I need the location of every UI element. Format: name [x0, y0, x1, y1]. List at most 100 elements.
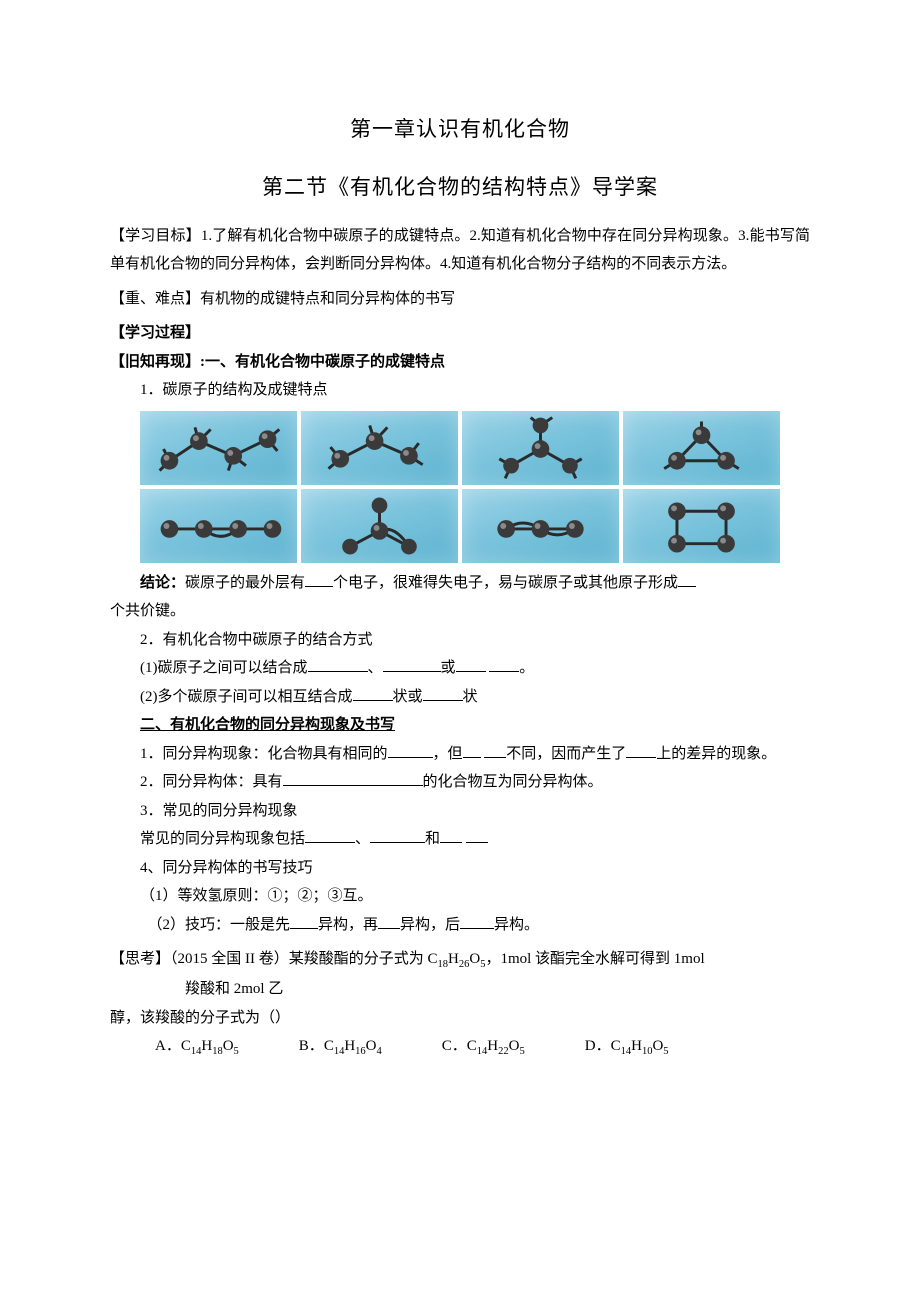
t: 、 — [355, 831, 370, 847]
t: 、 — [368, 660, 383, 676]
blank — [466, 827, 488, 843]
review-heading: 【旧知再现】:一、有机化合物中碳原子的成键特点 — [110, 348, 810, 377]
choice-c: C．C14H22O5 — [442, 1032, 525, 1062]
think-label: 【思考】 — [110, 951, 170, 967]
iso-4-1: （1）等效氢原则：①；②；③互。 — [110, 882, 810, 911]
sub: 5 — [663, 1046, 668, 1057]
conclusion-c: 个共价键。 — [110, 597, 810, 626]
iso-3-detail: 常见的同分异构现象包括、和 — [110, 825, 810, 854]
choice-b: B．C14H16O4 — [299, 1032, 382, 1062]
t: H — [448, 951, 459, 967]
t: 异构，后 — [400, 917, 460, 933]
t: 异构。 — [494, 917, 539, 933]
item-2-1: (1)碳原子之间可以结合成 、 或 。 — [110, 654, 810, 683]
t: ，1mol 该酯完全水解可得到 1mol — [485, 951, 704, 967]
choice-label: B． — [299, 1038, 324, 1054]
sub: 16 — [355, 1046, 366, 1057]
sub: 18 — [212, 1046, 223, 1057]
sub-title: 第二节《有机化合物的结构特点》导学案 — [110, 168, 810, 208]
blank — [383, 656, 441, 672]
iso-4: 4、同分异构体的书写技巧 — [110, 854, 810, 883]
blank — [484, 742, 506, 758]
blank — [305, 827, 355, 843]
main-title: 第一章认识有机化合物 — [110, 110, 810, 150]
sub: 26 — [459, 959, 470, 970]
t: 异构，再 — [318, 917, 378, 933]
section2-title-text: 二、有机化合物的同分异构现象及书写 — [140, 717, 395, 733]
sub: 14 — [477, 1046, 488, 1057]
blank — [378, 913, 400, 929]
blank — [353, 685, 393, 701]
t: 状或 — [393, 689, 423, 705]
t: 状 — [463, 689, 478, 705]
iso-2: 2．同分异构体：具有 的化合物互为同分异构体。 — [110, 768, 810, 797]
molecule-cell — [623, 411, 780, 485]
item-2-2: (2)多个碳原子间可以相互结合成 状或 状 — [110, 683, 810, 712]
blank — [460, 913, 494, 929]
sub: 14 — [621, 1046, 632, 1057]
t: 或 — [441, 660, 456, 676]
t: （2015 全国 II 卷）某羧酸酯的分子式为 C — [170, 951, 438, 967]
molecule-cell — [462, 489, 619, 563]
sub: 14 — [191, 1046, 202, 1057]
think-line3: 醇，该羧酸的分子式为（） — [110, 1004, 810, 1033]
conclusion: 结论：碳原子的最外层有个电子，很难得失电子，易与碳原子或其他原子形成 — [110, 569, 810, 598]
blank — [440, 827, 462, 843]
section2-title: 二、有机化合物的同分异构现象及书写 — [110, 711, 810, 740]
t: ，但 — [433, 746, 463, 762]
process-label: 【学习过程】 — [110, 319, 810, 348]
blank — [463, 742, 481, 758]
image-row — [140, 411, 780, 485]
molecule-image-grid — [140, 411, 780, 563]
blank — [370, 827, 425, 843]
choice-label: A． — [155, 1038, 181, 1054]
keypoints-text: 有机物的成键特点和同分异构体的书写 — [200, 291, 455, 307]
molecule-cell — [301, 489, 458, 563]
molecule-cell — [140, 489, 297, 563]
sub: 10 — [642, 1046, 653, 1057]
section1-title: 一、有机化合物中碳原子的成键特点 — [205, 354, 445, 370]
sub: 18 — [438, 959, 449, 970]
blank — [283, 770, 423, 786]
molecule-cell — [462, 411, 619, 485]
t: 的化合物互为同分异构体。 — [423, 774, 603, 790]
blank — [388, 742, 433, 758]
sub: 5 — [519, 1046, 524, 1057]
blank — [308, 656, 368, 672]
t: O — [469, 951, 480, 967]
goals-text: 1.了解有机化合物中碳原子的成键特点。2.知道有机化合物中存在同分异构现象。3.… — [110, 228, 810, 273]
blank — [423, 685, 463, 701]
t: 和 — [425, 831, 440, 847]
sub: 5 — [234, 1046, 239, 1057]
item-1: 1．碳原子的结构及成键特点 — [110, 376, 810, 405]
t: 。 — [519, 660, 534, 676]
sub: 22 — [498, 1046, 509, 1057]
choice-label: D． — [585, 1038, 611, 1054]
blank — [290, 913, 318, 929]
t: 2．同分异构体：具有 — [140, 774, 283, 790]
choice-a: A．C14H18O5 — [155, 1032, 239, 1062]
think-question: 【思考】（2015 全国 II 卷）某羧酸酯的分子式为 C18H26O5，1mo… — [110, 945, 810, 975]
sub: 4 — [377, 1046, 382, 1057]
iso-4-2: （2）技巧：一般是先 异构，再 异构，后 异构。 — [110, 911, 810, 940]
t: (1)碳原子之间可以结合成 — [140, 660, 308, 676]
t: （2）技巧：一般是先 — [148, 917, 291, 933]
conclusion-label: 结论： — [140, 575, 185, 591]
conclusion-b: 个电子，很难得失电子，易与碳原子或其他原子形成 — [333, 575, 678, 591]
molecule-cell — [301, 411, 458, 485]
goals-label: 【学习目标】 — [110, 228, 201, 244]
review-label: 【旧知再现】: — [110, 354, 205, 370]
choice-label: C． — [442, 1038, 467, 1054]
blank — [678, 571, 696, 587]
t: 不同，因而产生了 — [506, 746, 626, 762]
iso-3: 3．常见的同分异构现象 — [110, 797, 810, 826]
key-points: 【重、难点】有机物的成键特点和同分异构体的书写 — [110, 285, 810, 314]
sub: 14 — [334, 1046, 345, 1057]
image-row — [140, 489, 780, 563]
choice-row: A．C14H18O5 B．C14H16O4 C．C14H22O5 D．C14H1… — [155, 1032, 810, 1062]
iso-1: 1．同分异构现象：化合物具有相同的，但 不同，因而产生了上的差异的现象。 — [110, 740, 810, 769]
t: (2)多个碳原子间可以相互结合成 — [140, 689, 353, 705]
keypoints-label: 【重、难点】 — [110, 291, 200, 307]
think-line2: 羧酸和 2mol 乙 — [110, 975, 810, 1004]
blank — [489, 656, 519, 672]
